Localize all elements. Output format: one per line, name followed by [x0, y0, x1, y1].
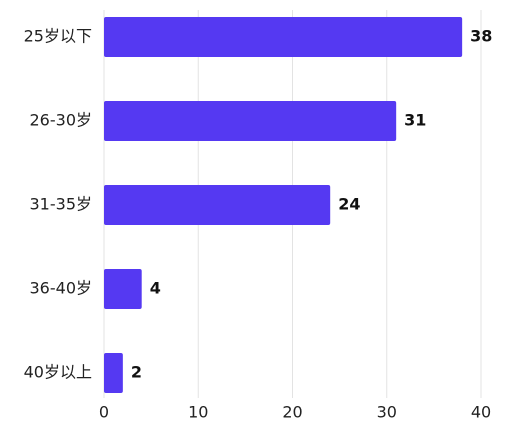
data-label: 38 — [470, 27, 492, 46]
y-tick-label: 25岁以下 — [24, 27, 92, 46]
y-tick-label: 31-35岁 — [30, 195, 93, 214]
y-tick-label: 40岁以上 — [24, 363, 92, 382]
bar — [104, 269, 142, 309]
y-tick-label: 36-40岁 — [30, 279, 93, 298]
x-tick-label: 0 — [99, 403, 109, 422]
bar — [104, 17, 463, 57]
bar — [104, 185, 331, 225]
data-label: 4 — [150, 279, 161, 298]
data-label: 2 — [131, 363, 142, 382]
data-label: 24 — [338, 195, 360, 214]
bar — [104, 353, 123, 393]
x-tick-label: 10 — [188, 403, 208, 422]
data-label: 31 — [404, 111, 426, 130]
x-tick-label: 20 — [282, 403, 302, 422]
x-tick-label: 40 — [471, 403, 491, 422]
y-tick-label: 26-30岁 — [30, 111, 93, 130]
bar — [104, 101, 397, 141]
x-tick-label: 30 — [377, 403, 397, 422]
